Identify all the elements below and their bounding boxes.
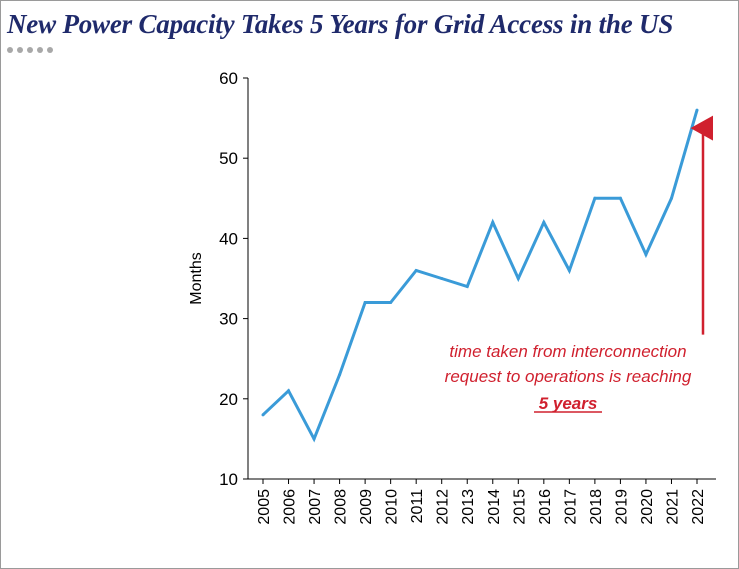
decorative-dots <box>7 47 53 53</box>
x-tick-label: 2009 <box>358 489 375 525</box>
x-tick-label: 2005 <box>256 489 273 525</box>
data-point <box>669 196 673 200</box>
x-tick-label: 2013 <box>460 489 477 525</box>
x-tick-label: 2016 <box>537 489 554 525</box>
data-point <box>338 373 342 377</box>
dot <box>37 47 43 53</box>
data-point <box>593 196 597 200</box>
y-tick-label: 60 <box>219 69 238 88</box>
annotation-emphasis: 5 years <box>539 394 598 413</box>
data-point <box>618 196 622 200</box>
data-point <box>312 437 316 441</box>
data-point <box>695 108 699 112</box>
dot <box>17 47 23 53</box>
x-tick-label: 2011 <box>409 489 426 524</box>
x-tick-label: 2018 <box>588 489 605 525</box>
data-point <box>389 301 393 305</box>
x-tick-label: 2019 <box>613 489 630 525</box>
data-point <box>261 413 265 417</box>
x-tick-label: 2015 <box>511 489 528 525</box>
x-tick-label: 2008 <box>333 489 350 525</box>
data-point <box>363 301 367 305</box>
y-tick-label: 20 <box>219 390 238 409</box>
data-point <box>516 277 520 280</box>
y-tick-label: 50 <box>219 149 238 168</box>
x-tick-label: 2022 <box>690 489 707 525</box>
y-tick-label: 10 <box>219 470 238 489</box>
y-tick-label: 40 <box>219 229 238 248</box>
data-points <box>261 108 699 441</box>
y-axis-label: Months <box>188 252 205 304</box>
x-tick-label: 2020 <box>639 489 656 525</box>
data-point <box>567 268 571 272</box>
x-tick-label: 2021 <box>664 489 681 525</box>
dot <box>27 47 33 53</box>
data-point <box>414 268 418 272</box>
data-point <box>465 285 469 289</box>
y-tick-label: 30 <box>219 310 238 329</box>
dot <box>7 47 13 53</box>
annotation-line-2: request to operations is reaching <box>445 367 692 386</box>
data-point <box>491 220 495 224</box>
x-tick-label: 2017 <box>562 489 579 525</box>
data-point <box>287 389 291 393</box>
x-tick-label: 2006 <box>282 489 299 525</box>
x-tick-label: 2012 <box>435 489 452 525</box>
annotation-line-1: time taken from interconnection <box>449 342 686 361</box>
chart-title: New Power Capacity Takes 5 Years for Gri… <box>7 9 674 39</box>
x-axis-ticks: 2005 2006 2007 2008 2009 2010 2011 2012 2013 2014… <box>256 479 707 525</box>
data-point <box>440 277 444 280</box>
dot <box>47 47 53 53</box>
data-point <box>542 220 546 224</box>
y-axis-ticks: 10 20 30 40 50 60 <box>219 69 248 489</box>
x-tick-label: 2007 <box>307 489 324 525</box>
data-point <box>644 252 648 256</box>
x-tick-label: 2014 <box>486 489 503 525</box>
series-line <box>261 109 699 443</box>
x-tick-label: 2010 <box>384 489 401 525</box>
